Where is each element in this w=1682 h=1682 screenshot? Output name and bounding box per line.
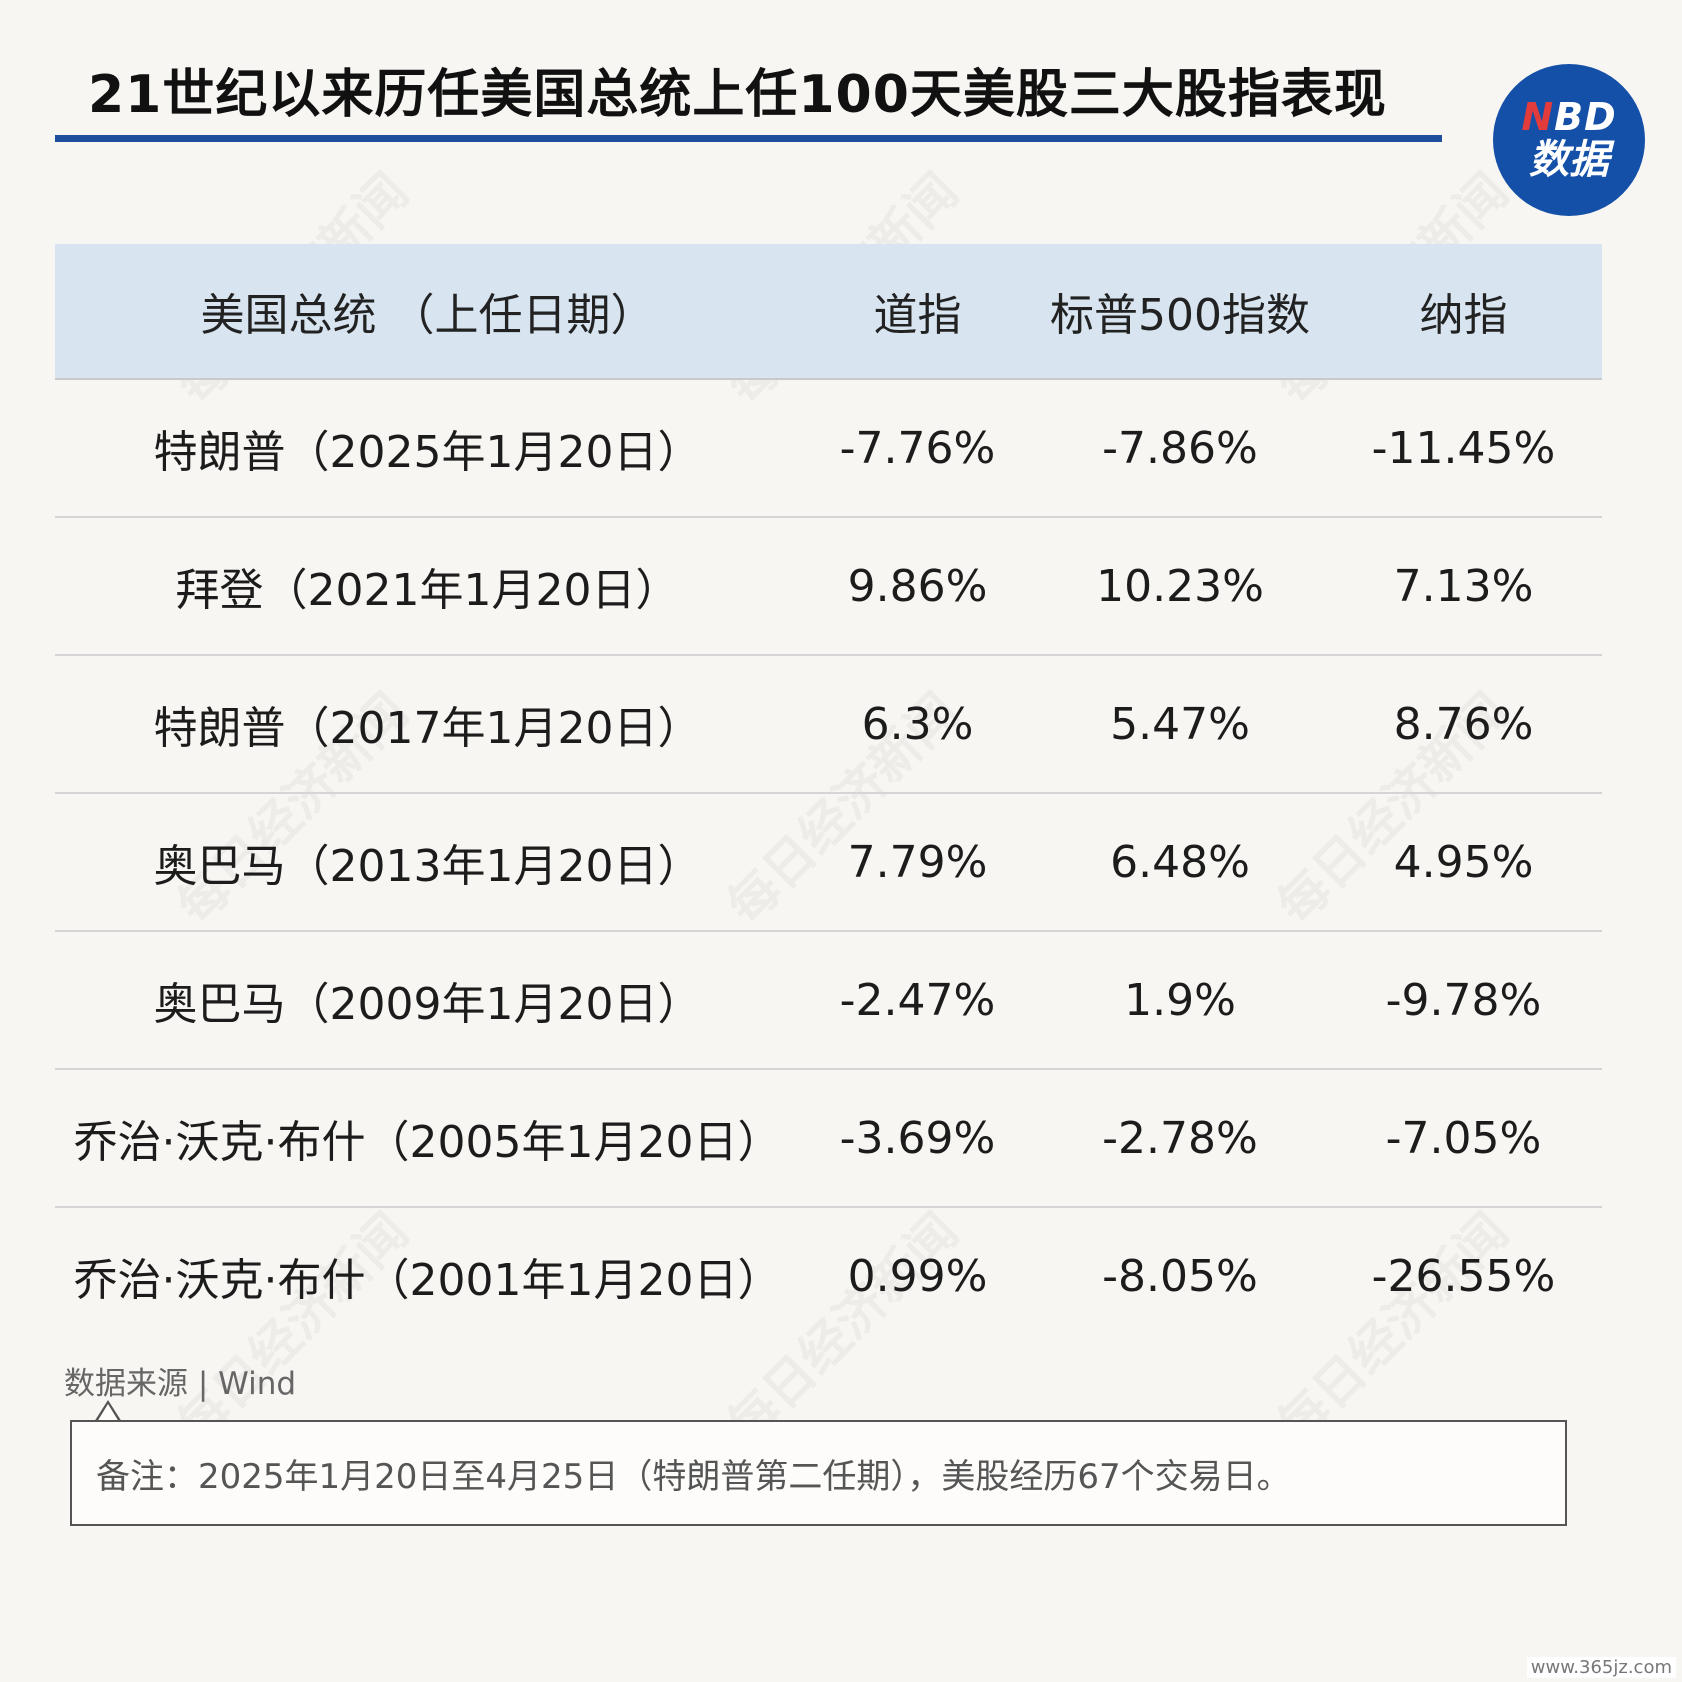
cell-president: 乔治·沃克·布什（2005年1月20日） <box>73 1117 782 1168</box>
column-header-dow: 道指 <box>873 290 962 341</box>
cell-nasdaq: -7.05% <box>1385 1112 1542 1164</box>
cell-president: 特朗普（2025年1月20日） <box>153 427 702 478</box>
cell-dow: -2.47% <box>839 974 996 1026</box>
column-header-president: 美国总统 （上任日期） <box>200 290 655 341</box>
data-table: 美国总统 （上任日期） 道指 标普500指数 纳指 特朗普（2025年1月20日… <box>55 244 1602 1344</box>
cell-sp500: 6.48% <box>1110 836 1250 888</box>
table-row: 乔治·沃克·布什（2001年1月20日） 0.99% -8.05% -26.55% <box>55 1208 1602 1344</box>
cell-dow: -7.76% <box>839 422 996 474</box>
table-row: 奥巴马（2009年1月20日） -2.47% 1.9% -9.78% <box>55 932 1602 1070</box>
cell-president: 特朗普（2017年1月20日） <box>153 703 702 754</box>
table-row: 特朗普（2025年1月20日） -7.76% -7.86% -11.45% <box>55 380 1602 518</box>
cell-dow: 6.3% <box>861 698 974 750</box>
table-row: 乔治·沃克·布什（2005年1月20日） -3.69% -2.78% -7.05% <box>55 1070 1602 1208</box>
data-source: 数据来源 | Wind <box>64 1366 297 1402</box>
site-watermark: www.365jz.com <box>1526 1657 1676 1678</box>
title-underline <box>55 135 1442 142</box>
logo-text-top: NBD <box>1521 95 1617 139</box>
column-header-nasdaq: 纳指 <box>1419 290 1508 341</box>
column-header-sp500: 标普500指数 <box>1050 290 1310 341</box>
cell-nasdaq: 7.13% <box>1393 560 1534 612</box>
cell-dow: 9.86% <box>847 560 988 612</box>
table-body: 特朗普（2025年1月20日） -7.76% -7.86% -11.45% 拜登（202… <box>55 380 1602 1344</box>
cell-sp500: -2.78% <box>1102 1112 1258 1164</box>
cell-dow: -3.69% <box>839 1112 996 1164</box>
cell-president: 奥巴马（2013年1月20日） <box>153 841 702 892</box>
table-header: 美国总统 （上任日期） 道指 标普500指数 纳指 <box>55 244 1602 380</box>
cell-sp500: 5.47% <box>1110 698 1250 750</box>
logo-text-bottom: 数据 <box>1529 137 1609 183</box>
table-row: 拜登（2021年1月20日） 9.86% 10.23% 7.13% <box>55 518 1602 656</box>
cell-nasdaq: -26.55% <box>1371 1250 1556 1302</box>
table-row: 特朗普（2017年1月20日） 6.3% 5.47% 8.76% <box>55 656 1602 794</box>
cell-sp500: 1.9% <box>1124 974 1236 1026</box>
cell-president: 奥巴马（2009年1月20日） <box>153 979 702 1030</box>
cell-nasdaq: 8.76% <box>1393 698 1534 750</box>
nbd-logo: NBD 数据 <box>1493 64 1645 216</box>
cell-sp500: -8.05% <box>1102 1250 1258 1302</box>
cell-dow: 7.79% <box>847 836 988 888</box>
cell-president: 乔治·沃克·布什（2001年1月20日） <box>73 1255 782 1306</box>
note-text: 备注：2025年1月20日至4月25日（特朗普第二任期），美股经历67个交易日。 <box>96 1456 1291 1497</box>
cell-sp500: 10.23% <box>1096 560 1264 612</box>
cell-nasdaq: -9.78% <box>1385 974 1542 1026</box>
cell-president: 拜登（2021年1月20日） <box>175 565 680 616</box>
page-title: 21世纪以来历任美国总统上任100天美股三大股指表现 <box>88 65 1387 125</box>
cell-sp500: -7.86% <box>1102 422 1258 474</box>
cell-nasdaq: 4.95% <box>1393 836 1534 888</box>
note-box: 备注：2025年1月20日至4月25日（特朗普第二任期），美股经历67个交易日。 <box>70 1420 1567 1526</box>
table-row: 奥巴马（2013年1月20日） 7.79% 6.48% 4.95% <box>55 794 1602 932</box>
cell-nasdaq: -11.45% <box>1371 422 1556 474</box>
cell-dow: 0.99% <box>847 1250 988 1302</box>
